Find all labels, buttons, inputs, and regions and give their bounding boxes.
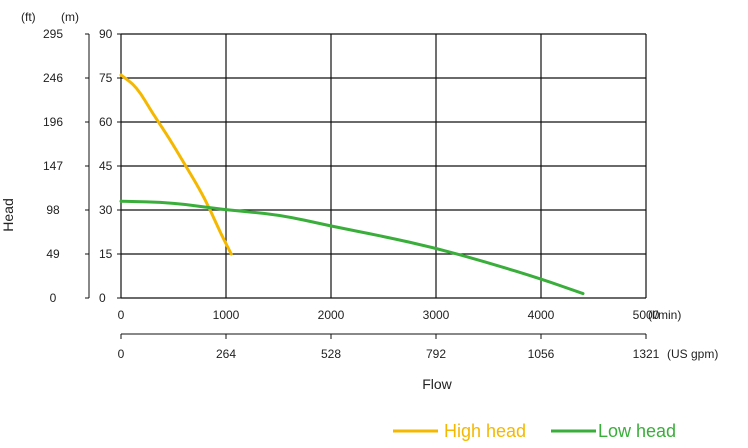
x-tick-label-gpm: 1321 <box>633 347 660 361</box>
y-unit-ft: (ft) <box>21 10 36 24</box>
series-line-high-head <box>119 73 233 256</box>
legend-label: High head <box>444 421 526 441</box>
y-unit-m: (m) <box>61 10 79 24</box>
x-tick-label-lpm: 2000 <box>318 308 345 322</box>
y-tick-label-ft: 147 <box>43 159 63 173</box>
x-tick-label-gpm: 0 <box>118 347 125 361</box>
y-axis-title: Head <box>0 198 16 231</box>
y-tick-label-ft: 295 <box>43 27 63 41</box>
axes: 0015493098451476019675246902950010002642… <box>43 27 660 361</box>
x-tick-label-gpm: 264 <box>216 347 236 361</box>
y-tick-label-ft: 196 <box>43 115 63 129</box>
y-tick-label-m: 60 <box>99 115 113 129</box>
y-tick-label-ft: 0 <box>50 291 57 305</box>
legend: High head Low head <box>393 421 676 441</box>
y-tick-label-ft: 49 <box>46 247 60 261</box>
x-tick-label-lpm: 5000 <box>633 308 660 322</box>
x-tick-label-gpm: 792 <box>426 347 446 361</box>
y-tick-label-m: 30 <box>99 203 113 217</box>
legend-label: Low head <box>598 421 676 441</box>
x-tick-label-gpm: 1056 <box>528 347 555 361</box>
x-axis-title: Flow <box>422 376 452 392</box>
x-tick-label-lpm: 1000 <box>213 308 240 322</box>
x-unit-lpm: (l/min) <box>648 308 681 322</box>
x-tick-label-lpm: 4000 <box>528 308 555 322</box>
y-tick-label-m: 15 <box>99 247 113 261</box>
series-lines <box>119 73 585 296</box>
y-tick-label-m: 90 <box>99 27 113 41</box>
x-tick-label-gpm: 528 <box>321 347 341 361</box>
series-line-low-head <box>119 199 585 296</box>
x-tick-label-lpm: 3000 <box>423 308 450 322</box>
y-tick-label-ft: 98 <box>46 203 60 217</box>
grid <box>120 33 647 299</box>
y-tick-label-m: 0 <box>99 291 106 305</box>
y-tick-label-m: 75 <box>99 71 113 85</box>
y-tick-label-ft: 246 <box>43 71 63 85</box>
x-tick-label-lpm: 0 <box>118 308 125 322</box>
x-unit-gpm: (US gpm) <box>667 347 718 361</box>
y-tick-label-m: 45 <box>99 159 113 173</box>
